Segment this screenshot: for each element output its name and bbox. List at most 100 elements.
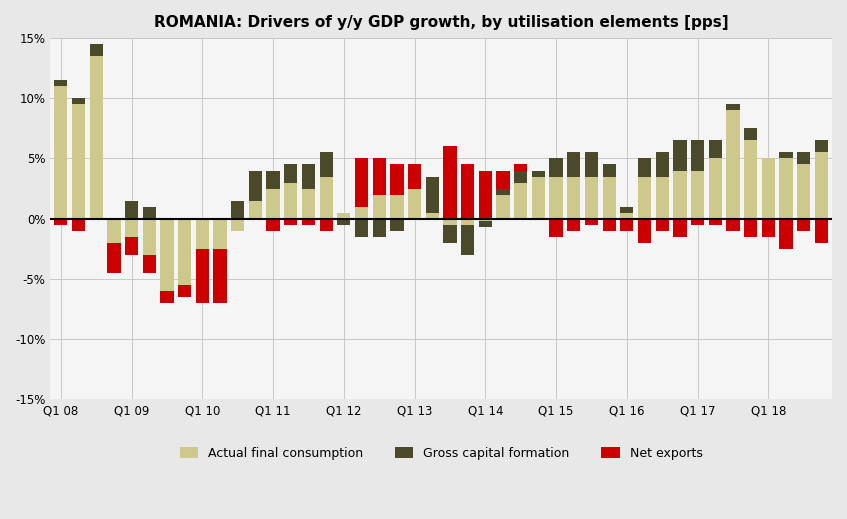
Bar [90,56,102,218]
Bar [673,218,687,237]
Bar [550,158,562,176]
Bar [584,218,598,225]
Bar [72,218,86,230]
Bar [390,218,403,230]
Bar [744,141,757,218]
Bar [727,218,739,230]
Bar [673,141,687,171]
Bar [178,285,191,297]
Bar [727,104,739,111]
Bar [319,153,333,176]
Bar [638,158,651,176]
Bar [638,218,651,243]
Bar [815,141,828,153]
Bar [479,221,492,227]
Bar [319,218,333,230]
Bar [656,153,669,176]
Bar [461,218,474,225]
Bar [196,249,209,303]
Bar [125,201,138,218]
Bar [815,153,828,218]
Bar [779,158,793,218]
Bar [550,176,562,218]
Bar [196,218,209,249]
Bar [709,141,722,158]
Bar [602,218,616,230]
Bar [142,218,156,255]
Bar [761,158,775,218]
Bar [267,171,280,188]
Bar [355,218,368,237]
Bar [443,146,457,218]
Bar [532,171,545,176]
Bar [602,165,616,176]
Legend: Actual final consumption, Gross capital formation, Net exports: Actual final consumption, Gross capital … [174,442,707,465]
Bar [496,171,510,188]
Bar [479,171,492,218]
Bar [656,218,669,230]
Bar [638,176,651,218]
Bar [461,225,474,255]
Bar [54,80,68,86]
Bar [390,195,403,218]
Bar [727,111,739,218]
Bar [125,218,138,237]
Bar [567,153,580,176]
Bar [496,195,510,218]
Bar [709,158,722,218]
Bar [479,218,492,221]
Bar [620,218,634,230]
Bar [284,165,297,183]
Bar [709,218,722,225]
Bar [302,188,315,218]
Bar [779,218,793,249]
Bar [426,176,439,213]
Bar [797,218,811,230]
Bar [231,201,244,218]
Bar [390,165,403,195]
Bar [267,218,280,230]
Bar [90,44,102,56]
Bar [355,207,368,218]
Bar [408,165,421,188]
Bar [231,218,244,230]
Bar [797,165,811,218]
Bar [620,213,634,218]
Bar [496,188,510,195]
Bar [54,218,68,225]
Bar [797,153,811,165]
Bar [142,207,156,218]
Bar [337,213,351,218]
Bar [284,183,297,218]
Bar [656,176,669,218]
Bar [373,195,386,218]
Bar [302,218,315,225]
Bar [373,218,386,237]
Bar [461,165,474,218]
Title: ROMANIA: Drivers of y/y GDP growth, by utilisation elements [pps]: ROMANIA: Drivers of y/y GDP growth, by u… [154,15,728,30]
Bar [620,207,634,213]
Bar [125,237,138,255]
Bar [54,86,68,218]
Bar [267,188,280,218]
Bar [72,104,86,218]
Bar [567,218,580,230]
Bar [691,171,704,218]
Bar [355,158,368,207]
Bar [532,176,545,218]
Bar [602,176,616,218]
Bar [779,153,793,158]
Bar [249,171,262,201]
Bar [691,218,704,225]
Bar [160,218,174,291]
Bar [691,141,704,171]
Bar [319,176,333,218]
Bar [514,171,528,183]
Bar [108,243,120,273]
Bar [213,218,227,249]
Bar [514,165,528,171]
Bar [426,213,439,218]
Bar [337,218,351,225]
Bar [108,218,120,243]
Bar [744,128,757,141]
